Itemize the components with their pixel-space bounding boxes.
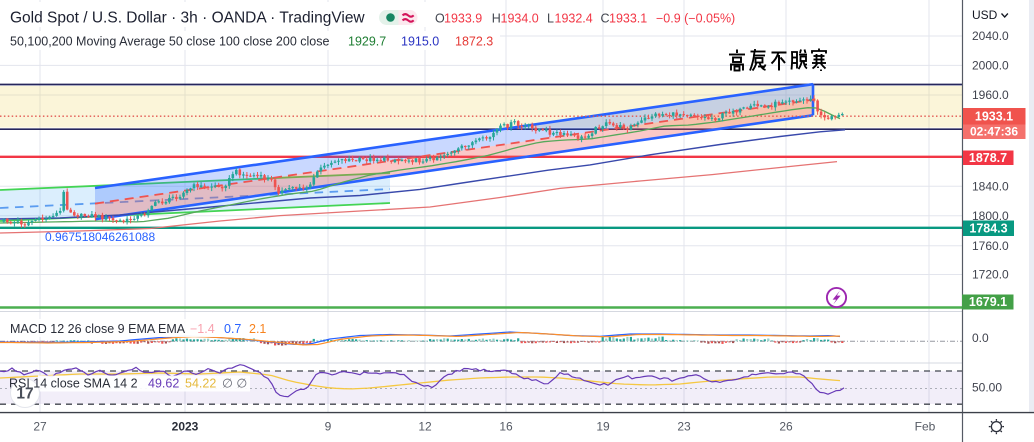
svg-text:17: 17 xyxy=(16,386,33,403)
svg-text:1933.1: 1933.1 xyxy=(609,12,647,26)
svg-text:02:47:36: 02:47:36 xyxy=(970,125,1018,139)
svg-text:Feb: Feb xyxy=(915,420,936,434)
svg-text:1933.9: 1933.9 xyxy=(444,12,482,26)
svg-text:0.7: 0.7 xyxy=(224,322,241,336)
svg-text:9: 9 xyxy=(325,420,332,434)
svg-text:1679.1: 1679.1 xyxy=(969,295,1007,309)
svg-text:1933.1: 1933.1 xyxy=(975,110,1013,124)
svg-text:27: 27 xyxy=(33,420,47,434)
svg-text:1878.7: 1878.7 xyxy=(969,151,1007,165)
svg-text:1934.0: 1934.0 xyxy=(501,12,539,26)
svg-text:O: O xyxy=(435,12,445,26)
svg-text:2.1: 2.1 xyxy=(249,322,266,336)
svg-text:54.22: 54.22 xyxy=(185,377,216,391)
svg-text:26: 26 xyxy=(779,420,793,434)
svg-text:C: C xyxy=(601,12,610,26)
svg-text:RSI 14 close SMA 14 2: RSI 14 close SMA 14 2 xyxy=(9,377,138,391)
svg-text:1720.0: 1720.0 xyxy=(972,268,1009,282)
svg-text:1932.4: 1932.4 xyxy=(555,12,593,26)
svg-text:0.0: 0.0 xyxy=(972,331,989,345)
svg-text:1760.0: 1760.0 xyxy=(972,239,1009,253)
svg-text:50.00: 50.00 xyxy=(972,381,1002,395)
svg-text:16: 16 xyxy=(499,420,513,434)
svg-text:∅ ∅: ∅ ∅ xyxy=(222,377,247,391)
svg-text:19: 19 xyxy=(596,420,610,434)
svg-text:MACD 12 26 close 9 EMA EMA: MACD 12 26 close 9 EMA EMA xyxy=(10,322,186,336)
svg-text:2040.0: 2040.0 xyxy=(972,29,1009,43)
svg-text:−1.4: −1.4 xyxy=(190,322,215,336)
svg-text:USD: USD xyxy=(972,8,998,22)
svg-text:1872.3: 1872.3 xyxy=(455,34,493,48)
svg-text:12: 12 xyxy=(418,420,432,434)
svg-text:50,100,200 Moving Average 50 c: 50,100,200 Moving Average 50 close 100 c… xyxy=(10,34,329,48)
svg-text:1960.0: 1960.0 xyxy=(972,88,1009,102)
svg-text:23: 23 xyxy=(677,420,691,434)
svg-text:1784.3: 1784.3 xyxy=(969,221,1007,235)
svg-text:1800.0: 1800.0 xyxy=(972,209,1009,223)
svg-text:Gold Spot / U.S. Dollar · 3h ·: Gold Spot / U.S. Dollar · 3h · OANDA · T… xyxy=(10,10,365,27)
svg-text:1929.7: 1929.7 xyxy=(348,34,386,48)
svg-text:2023: 2023 xyxy=(172,420,199,434)
svg-text:49.62: 49.62 xyxy=(148,377,179,391)
svg-text:−0.9 (−0.05%): −0.9 (−0.05%) xyxy=(656,12,735,26)
svg-text:0.967518046261088: 0.967518046261088 xyxy=(45,230,155,244)
svg-text:2000.0: 2000.0 xyxy=(972,59,1009,73)
svg-text:1840.0: 1840.0 xyxy=(972,180,1009,194)
svg-text:H: H xyxy=(492,12,501,26)
svg-text:1915.0: 1915.0 xyxy=(401,34,439,48)
svg-text:L: L xyxy=(547,12,554,26)
